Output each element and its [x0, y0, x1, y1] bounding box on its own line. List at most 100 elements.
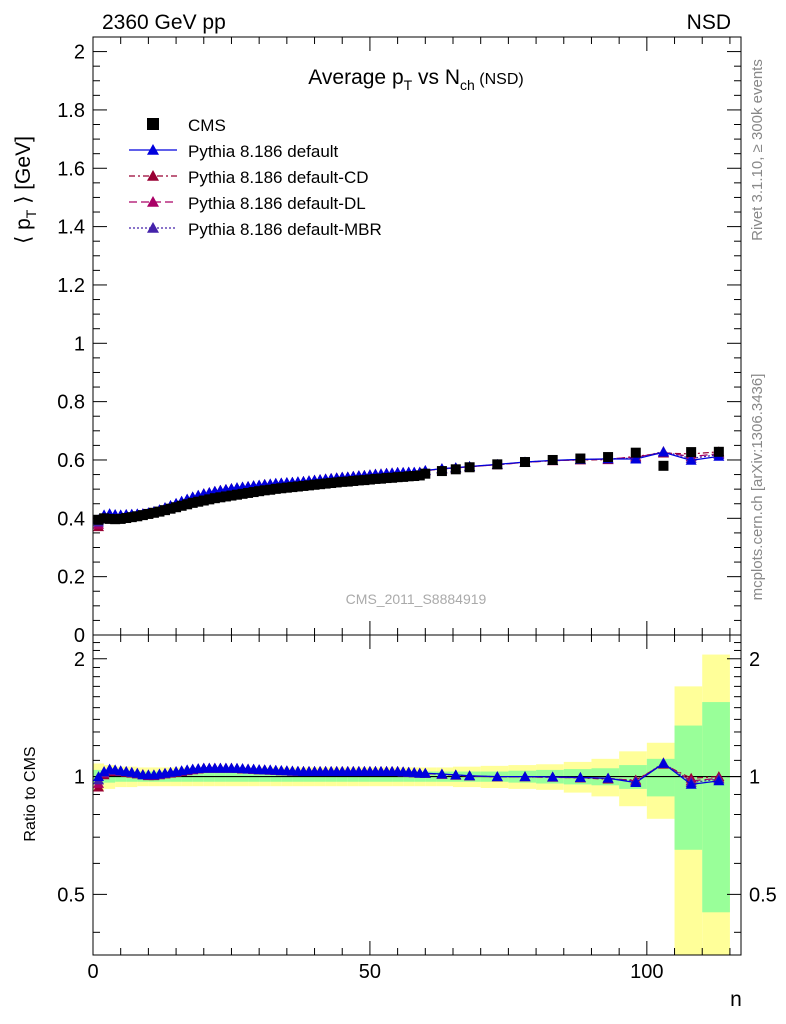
ratio-plot: 0 50 100 0.5 0.5 1 1 2 2: [57, 634, 777, 983]
cms-point: [364, 474, 375, 485]
cms-point: [126, 512, 137, 523]
ratio-tick-label: 1: [749, 767, 760, 789]
cms-point: [320, 478, 331, 489]
cms-point: [392, 472, 403, 483]
cms-point: [176, 500, 187, 511]
pythia-default-ratio-point: [713, 775, 725, 786]
cms-point: [337, 476, 348, 487]
cms-point: [381, 473, 392, 484]
ratio-axis-label: Ratio to CMS: [22, 746, 39, 841]
cms-point: [232, 489, 242, 500]
legend-marker: [147, 222, 159, 233]
pythia-default-ratio-point: [630, 777, 642, 788]
x-tick-label: 0: [87, 961, 98, 983]
analysis-watermark: CMS_2011_S8884919: [346, 591, 487, 607]
cms-point: [204, 494, 215, 505]
legend-marker: [147, 144, 159, 155]
cms-point: [254, 486, 265, 497]
header-left: 2360 GeV pp: [102, 11, 226, 34]
pythia-default-ratio-point: [464, 770, 476, 781]
legend: CMS Pythia 8.186 default Pythia 8.186 defa…: [129, 116, 382, 239]
y-axis-label: ⟨ pT ⟩ [GeV]: [12, 136, 39, 244]
cms-point: [309, 479, 320, 490]
cms-point: [292, 481, 303, 492]
pythia-default-ratio-point: [657, 757, 669, 768]
cms-point: [450, 464, 461, 475]
legend-label: Pythia 8.186 default-MBR: [188, 220, 382, 239]
y-tick-label: 0.8: [57, 392, 85, 414]
pythia-cd-line: [98, 451, 719, 527]
cms-point: [326, 478, 337, 489]
y-tick-label: 1.2: [57, 275, 85, 297]
cms-point: [315, 479, 326, 490]
cms-point: [414, 470, 425, 481]
cms-point: [370, 473, 381, 484]
cms-point: [215, 492, 226, 503]
ratio-band-inner: [702, 702, 730, 913]
cms-point: [115, 513, 126, 524]
pythia-default-ratio-point: [602, 772, 614, 783]
cms-point: [348, 475, 359, 486]
legend-label: Pythia 8.186 default-DL: [188, 194, 366, 213]
pythia-default-ratio-point: [685, 778, 697, 789]
pythia-default-ratio-point: [450, 769, 462, 780]
legend-marker-cms: [147, 118, 159, 130]
pythia-default-ratio-point: [93, 771, 105, 781]
ratio-tick-label: 2: [74, 649, 85, 671]
cms-point: [658, 460, 669, 471]
cms-point: [220, 491, 231, 502]
cms-point: [376, 473, 386, 484]
pythia-mbr-line: [98, 450, 719, 523]
header-right: NSD: [687, 11, 731, 34]
pythia-default-point: [685, 454, 697, 465]
cms-point: [198, 495, 209, 506]
cms-point: [630, 447, 641, 458]
cms-point: [187, 497, 198, 508]
cms-point: [209, 493, 220, 504]
pythia-default-ratio-point: [547, 771, 559, 782]
y-tick-label: 0.6: [57, 450, 85, 472]
cms-point: [259, 485, 270, 496]
cms-point: [464, 462, 475, 473]
cms-point: [110, 514, 121, 525]
pythia-default-line: [98, 451, 719, 521]
cms-point: [182, 499, 193, 510]
pythia-default-ratio-point: [419, 767, 431, 778]
cms-point: [121, 513, 132, 524]
cms-point: [492, 459, 503, 470]
cms-point: [193, 496, 204, 507]
y-tick-label: 0.2: [57, 567, 85, 589]
x-tick-label: 50: [359, 961, 381, 983]
cms-point: [132, 511, 143, 522]
pythia-default-ratio-point: [574, 771, 586, 782]
cms-point: [104, 513, 115, 524]
cms-point: [287, 482, 298, 493]
cms-point: [143, 508, 154, 519]
cms-point: [342, 476, 353, 487]
ratio-tick-label: 0.5: [749, 884, 777, 906]
cms-point: [547, 454, 558, 465]
pythia-dl-line: [98, 451, 719, 525]
chart-title: Average pT vs Nch (NSD): [308, 66, 523, 93]
cms-point: [265, 484, 276, 495]
legend-marker: [147, 196, 159, 207]
cms-point: [148, 507, 159, 518]
cms-point: [603, 452, 614, 463]
ratio-tick-label: 0.5: [57, 884, 85, 906]
x-tick-label: 100: [630, 961, 663, 983]
cms-point: [686, 447, 697, 458]
pythia-default-ratio-point: [491, 771, 503, 781]
cms-point: [226, 490, 237, 501]
cms-point: [270, 483, 281, 494]
cms-point: [409, 471, 420, 482]
cms-point: [281, 482, 292, 493]
ratio-tick-label: 2: [749, 649, 760, 671]
legend-label: Pythia 8.186 default-CD: [188, 168, 369, 187]
legend-marker: [147, 170, 159, 181]
main-plot: 0 0.2 0.4 0.6 0.8 1 1.2 1.4 1.6 1.8 2: [57, 36, 742, 647]
cms-point: [398, 471, 409, 482]
cms-point: [276, 483, 287, 494]
y-tick-label: 1.8: [57, 100, 85, 122]
cms-point: [575, 453, 586, 464]
